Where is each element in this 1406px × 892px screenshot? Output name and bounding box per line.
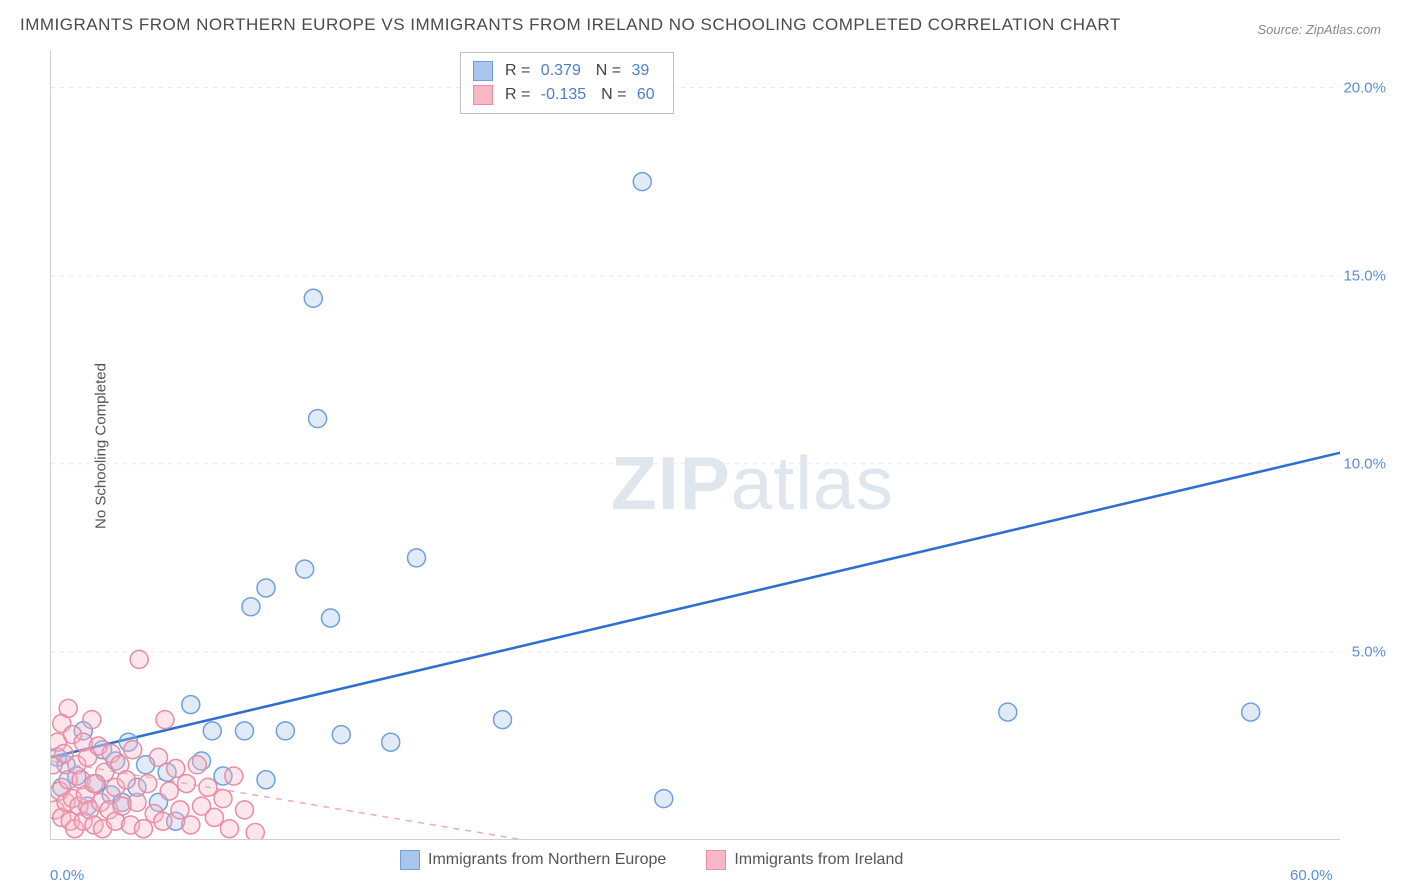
scatter-point: [128, 793, 146, 811]
scatter-point: [225, 767, 243, 785]
scatter-point: [214, 790, 232, 808]
scatter-point: [220, 820, 238, 838]
legend-correlation-row: R = -0.135 N = 60: [473, 83, 661, 107]
scatter-point: [124, 741, 142, 759]
scatter-point: [236, 722, 254, 740]
y-tick-label: 10.0%: [1343, 455, 1386, 472]
plot-svg: [51, 50, 1340, 839]
source-attribution: Source: ZipAtlas.com: [1257, 22, 1381, 37]
scatter-point: [382, 733, 400, 751]
scatter-point: [276, 722, 294, 740]
scatter-point: [188, 756, 206, 774]
scatter-point: [150, 748, 168, 766]
legend-stats-text: R = 0.379 N = 39: [505, 62, 655, 80]
legend-series-item: Immigrants from Ireland: [706, 850, 903, 870]
scatter-point: [257, 579, 275, 597]
legend-swatch: [400, 850, 420, 870]
scatter-point: [1242, 703, 1260, 721]
y-tick-label: 15.0%: [1343, 267, 1386, 284]
x-tick-label: 60.0%: [1290, 867, 1333, 884]
scatter-point: [182, 696, 200, 714]
scatter-point: [332, 726, 350, 744]
scatter-point: [134, 820, 152, 838]
legend-swatch: [706, 850, 726, 870]
scatter-point: [304, 289, 322, 307]
scatter-point: [246, 823, 264, 839]
scatter-point: [408, 549, 426, 567]
scatter-point: [59, 699, 77, 717]
correlation-legend: R = 0.379 N = 39 R = -0.135 N = 60: [460, 52, 674, 114]
scatter-point: [242, 598, 260, 616]
scatter-point: [494, 711, 512, 729]
scatter-point: [199, 778, 217, 796]
scatter-point: [296, 560, 314, 578]
legend-stats-text: R = -0.135 N = 60: [505, 86, 661, 104]
legend-correlation-row: R = 0.379 N = 39: [473, 59, 661, 83]
scatter-point: [205, 808, 223, 826]
scatter-point: [154, 812, 172, 830]
scatter-point: [309, 410, 327, 428]
scatter-point: [655, 790, 673, 808]
legend-series-label: Immigrants from Northern Europe: [428, 851, 666, 869]
legend-swatch: [473, 61, 493, 81]
scatter-point: [160, 782, 178, 800]
legend-series-item: Immigrants from Northern Europe: [400, 850, 666, 870]
chart-container: IMMIGRANTS FROM NORTHERN EUROPE VS IMMIG…: [0, 0, 1406, 892]
scatter-point: [257, 771, 275, 789]
scatter-point: [236, 801, 254, 819]
scatter-point: [999, 703, 1017, 721]
scatter-point: [130, 650, 148, 668]
scatter-point: [171, 801, 189, 819]
x-tick-label: 0.0%: [50, 867, 84, 884]
legend-swatch: [473, 85, 493, 105]
scatter-point: [139, 775, 157, 793]
legend-series-label: Immigrants from Ireland: [734, 851, 903, 869]
y-tick-label: 5.0%: [1352, 643, 1386, 660]
scatter-point: [322, 609, 340, 627]
scatter-point: [117, 771, 135, 789]
chart-title: IMMIGRANTS FROM NORTHERN EUROPE VS IMMIG…: [20, 15, 1121, 35]
scatter-point: [177, 775, 195, 793]
scatter-point: [167, 760, 185, 778]
plot-area: ZIPatlas: [50, 50, 1340, 840]
scatter-point: [83, 711, 101, 729]
scatter-point: [182, 816, 200, 834]
series-legend: Immigrants from Northern Europe Immigrant…: [400, 850, 903, 870]
scatter-point: [156, 711, 174, 729]
scatter-point: [203, 722, 221, 740]
scatter-point: [633, 173, 651, 191]
y-tick-label: 20.0%: [1343, 79, 1386, 96]
